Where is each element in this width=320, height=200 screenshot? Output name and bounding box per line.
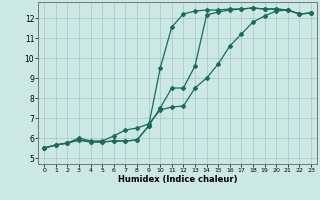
X-axis label: Humidex (Indice chaleur): Humidex (Indice chaleur) [118,175,237,184]
